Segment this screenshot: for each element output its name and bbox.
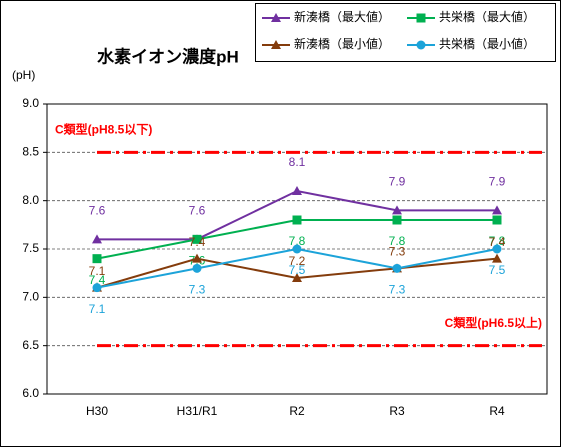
data-label: 7.6 <box>189 204 206 218</box>
data-label: 7.4 <box>489 235 506 249</box>
reference-label: C類型(pH8.5以下) <box>55 122 152 137</box>
x-tick-label: R2 <box>289 404 305 418</box>
data-label: 7.5 <box>289 263 306 277</box>
data-label: 7.9 <box>389 175 406 189</box>
legend-label: 共栄橋（最小値） <box>439 36 535 51</box>
data-label: 7.8 <box>489 234 506 248</box>
y-axis-label: (pH) <box>12 68 35 82</box>
data-label: 7.8 <box>389 234 406 248</box>
marker <box>416 40 426 50</box>
x-tick-label: R4 <box>489 404 505 418</box>
data-label: 7.8 <box>289 234 306 248</box>
y-tick-label: 7.0 <box>22 290 39 304</box>
marker <box>492 215 502 225</box>
marker <box>416 13 426 23</box>
data-label: 7.3 <box>389 283 406 297</box>
plot-area <box>46 103 548 395</box>
data-label: 7.9 <box>489 175 506 189</box>
data-label: 7.1 <box>89 302 106 316</box>
data-label: 7.5 <box>489 263 506 277</box>
data-label: 7.3 <box>389 245 406 259</box>
marker <box>492 205 502 215</box>
data-label: 7.3 <box>189 283 206 297</box>
legend-label: 共栄橋（最大値） <box>439 9 535 24</box>
marker <box>92 283 102 293</box>
y-tick-label: 9.0 <box>22 96 39 110</box>
data-label: 7.6 <box>89 204 106 218</box>
x-tick-label: H31/R1 <box>177 404 218 418</box>
legend-label: 新湊橋（最小値） <box>294 36 390 51</box>
data-label: 8.1 <box>289 155 306 169</box>
marker <box>492 253 502 263</box>
y-tick-label: 6.0 <box>22 386 39 400</box>
marker <box>92 234 102 244</box>
chart-title: 水素イオン濃度pH <box>97 46 239 66</box>
marker <box>392 205 402 215</box>
data-label: 7.4 <box>189 235 206 249</box>
marker <box>392 215 402 225</box>
marker <box>271 13 281 22</box>
x-tick-label: H30 <box>86 404 108 418</box>
marker <box>292 186 302 195</box>
marker <box>292 273 302 282</box>
reference-label: C類型(pH6.5以上) <box>445 315 542 330</box>
marker <box>192 234 202 244</box>
y-tick-label: 7.5 <box>22 241 39 255</box>
marker <box>192 263 202 273</box>
data-label: 7.1 <box>89 264 106 278</box>
marker <box>392 263 402 273</box>
legend-label: 新湊橋（最大値） <box>294 9 390 24</box>
y-tick-label: 8.5 <box>22 145 39 159</box>
x-tick-label: R3 <box>389 404 405 418</box>
marker <box>292 244 302 254</box>
marker <box>492 244 502 254</box>
marker <box>192 253 202 263</box>
y-tick-label: 6.5 <box>22 338 39 352</box>
marker <box>271 40 281 49</box>
data-label: 7.2 <box>289 254 306 268</box>
marker <box>92 254 102 264</box>
y-tick-label: 8.0 <box>22 193 39 207</box>
data-label: 7.4 <box>89 273 106 287</box>
marker <box>292 215 302 225</box>
legend-box <box>255 3 556 62</box>
